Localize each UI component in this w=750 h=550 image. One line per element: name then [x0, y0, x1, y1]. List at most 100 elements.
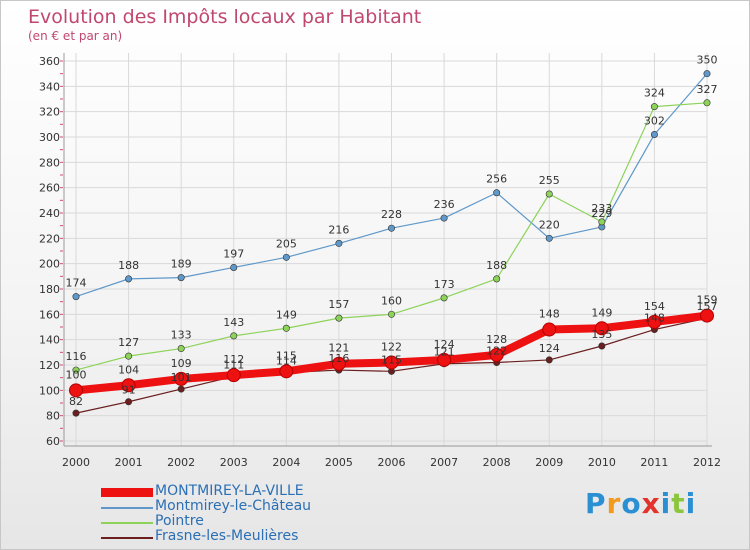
data-point — [647, 314, 662, 329]
logo-letter: r — [606, 487, 622, 520]
data-label: 135 — [591, 328, 612, 341]
data-label: 111 — [223, 358, 244, 371]
data-label: 148 — [644, 312, 665, 325]
data-label: 159 — [697, 294, 718, 307]
data-label: 188 — [486, 259, 507, 272]
data-point — [174, 371, 189, 386]
data-point — [489, 347, 504, 362]
data-label: 216 — [328, 223, 349, 236]
y-tick-label: 300 — [39, 131, 60, 144]
chart-title: Evolution des Impôts locaux par Habitant — [28, 6, 422, 28]
x-tick-label: 2006 — [378, 456, 406, 469]
data-label: 82 — [69, 395, 83, 408]
data-point — [335, 314, 343, 322]
x-tick-label: 2009 — [535, 456, 563, 469]
data-label: 236 — [434, 198, 455, 211]
data-label: 205 — [276, 237, 297, 250]
data-label: 324 — [644, 87, 665, 100]
proxiti-logo: Proxiti — [585, 487, 696, 520]
series-layer — [69, 70, 714, 417]
data-point — [598, 218, 606, 226]
data-label: 174 — [66, 277, 87, 290]
y-tick-label: 200 — [39, 258, 60, 271]
data-label: 228 — [381, 208, 402, 221]
data-point — [384, 355, 399, 370]
data-point — [440, 294, 448, 302]
logo-letter: o — [621, 487, 642, 520]
data-label: 115 — [276, 349, 297, 362]
data-point — [387, 310, 395, 318]
data-point — [545, 234, 553, 242]
data-point — [72, 409, 80, 417]
data-label: 197 — [223, 247, 244, 260]
data-label: 148 — [539, 308, 560, 321]
data-point — [226, 368, 241, 383]
data-label: 124 — [539, 342, 560, 355]
data-point — [69, 383, 83, 398]
data-label: 121 — [328, 342, 349, 355]
data-point — [545, 356, 553, 364]
chart-subtitle: (en € et par an) — [28, 29, 123, 43]
axis-layer: 60 80 100 120 140 160 180 200 220 240 260 280 300 320… — [39, 53, 721, 469]
data-label: 114 — [276, 355, 297, 368]
data-label: 104 — [118, 363, 139, 376]
x-tick-label: 2004 — [272, 456, 300, 469]
data-point — [594, 321, 609, 336]
data-point — [703, 99, 711, 107]
legend-swatch — [101, 522, 153, 524]
data-point — [282, 253, 290, 261]
data-label: 188 — [118, 259, 139, 272]
y-tick-label: 100 — [39, 384, 60, 397]
data-label: 116 — [66, 350, 87, 363]
data-label: 256 — [486, 173, 507, 186]
data-label: 116 — [328, 352, 349, 365]
data-point — [279, 364, 294, 379]
x-tick-label: 2000 — [62, 456, 90, 469]
legend-item: Pointre — [101, 513, 361, 531]
x-tick-label: 2005 — [325, 456, 353, 469]
x-tick-label: 2011 — [640, 456, 668, 469]
data-label: 302 — [644, 114, 665, 127]
legend-item: MONTMIREY-LA-VILLE — [101, 483, 361, 501]
x-tick-label: 2003 — [220, 456, 248, 469]
data-label: 128 — [486, 333, 507, 346]
data-label: 115 — [381, 353, 402, 366]
data-point — [542, 322, 557, 337]
data-point — [387, 224, 395, 232]
data-label: 350 — [697, 54, 718, 67]
grid-layer — [64, 53, 708, 446]
y-tick-label: 260 — [39, 182, 60, 195]
legend-label: Frasne-les-Meulières — [155, 528, 299, 544]
legend-label: Montmirey-le-Château — [155, 498, 312, 514]
logo-letter: i — [660, 487, 672, 520]
data-point — [703, 70, 711, 78]
data-point — [125, 398, 133, 406]
data-point — [125, 352, 133, 360]
data-label: 229 — [591, 207, 612, 220]
data-label: 133 — [171, 329, 192, 342]
y-tick-label: 80 — [46, 410, 60, 423]
y-tick-label: 340 — [39, 80, 60, 93]
data-point — [72, 293, 80, 301]
data-label: 189 — [171, 258, 192, 271]
data-label: 109 — [171, 357, 192, 370]
y-tick-label: 160 — [39, 308, 60, 321]
data-label: 101 — [171, 371, 192, 384]
data-label: 149 — [591, 306, 612, 319]
data-label: 127 — [118, 336, 139, 349]
data-label: 122 — [486, 344, 507, 357]
legend-swatch — [101, 537, 153, 539]
logo-letter: P — [585, 487, 607, 520]
data-point — [331, 356, 346, 371]
y-tick-label: 180 — [39, 283, 60, 296]
y-tick-label: 140 — [39, 334, 60, 347]
data-label: 154 — [644, 300, 665, 313]
data-point — [230, 263, 238, 271]
data-point — [177, 274, 185, 282]
x-tick-label: 2001 — [115, 456, 143, 469]
logo-letter: x — [641, 487, 661, 520]
data-label: 233 — [591, 202, 612, 215]
legend-label: MONTMIREY-LA-VILLE — [155, 483, 304, 499]
data-point — [493, 189, 501, 197]
